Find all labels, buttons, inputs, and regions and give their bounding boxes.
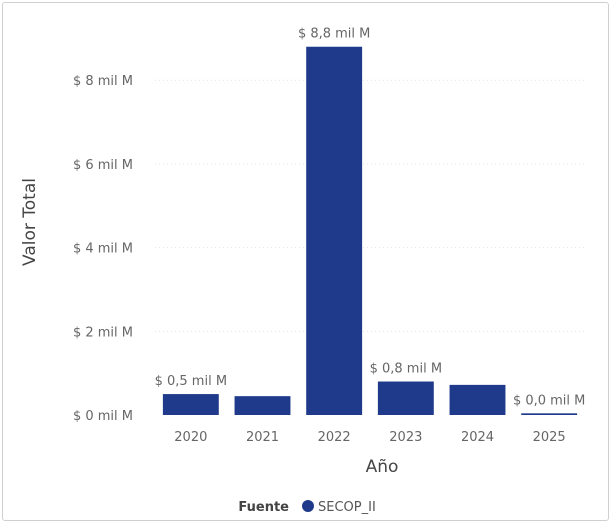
y-axis-ticks: $ 0 mil M $ 2 mil M $ 4 mil M $ 6 mil M $ 8 … — [73, 74, 133, 424]
x-axis-ticks: 2020 2021 2022 2023 2024 2025 — [174, 430, 565, 445]
bars — [162, 46, 578, 415]
y-tick-label: $ 8 mil M — [73, 74, 133, 89]
x-tick-label: 2024 — [461, 430, 494, 445]
y-tick-label: $ 4 mil M — [73, 242, 133, 257]
legend: Fuente SECOP_II — [238, 500, 376, 515]
chart-frame — [2, 2, 609, 521]
data-label-2022: $ 8,8 mil M — [298, 27, 370, 42]
bar-2021[interactable] — [234, 396, 291, 415]
x-tick-label: 2023 — [389, 430, 422, 445]
bar-2020[interactable] — [162, 394, 219, 415]
y-tick-label: $ 6 mil M — [73, 158, 133, 173]
x-tick-label: 2022 — [318, 430, 351, 445]
data-label-2020: $ 0,5 mil M — [155, 374, 227, 389]
y-tick-label: $ 0 mil M — [73, 409, 133, 424]
legend-swatch-secop-ii — [302, 500, 314, 512]
data-label-2023: $ 0,8 mil M — [370, 362, 442, 377]
legend-title: Fuente — [238, 500, 289, 515]
bar-2025[interactable] — [521, 413, 578, 415]
bar-2023[interactable] — [377, 381, 434, 415]
x-tick-label: 2025 — [533, 430, 566, 445]
bar-2024[interactable] — [449, 384, 506, 415]
legend-item-secop-ii: SECOP_II — [318, 500, 376, 515]
y-tick-label: $ 2 mil M — [73, 325, 133, 340]
bar-2022[interactable] — [306, 46, 363, 415]
data-label-2025: $ 0,0 mil M — [513, 393, 585, 408]
x-axis-title: Año — [366, 457, 399, 477]
x-tick-label: 2021 — [246, 430, 279, 445]
data-labels: $ 0,5 mil M $ 8,8 mil M $ 0,8 mil M $ 0,0 m… — [155, 27, 586, 409]
x-tick-label: 2020 — [174, 430, 207, 445]
y-axis-title: Valor Total — [20, 178, 40, 266]
gridlines — [155, 79, 585, 332]
